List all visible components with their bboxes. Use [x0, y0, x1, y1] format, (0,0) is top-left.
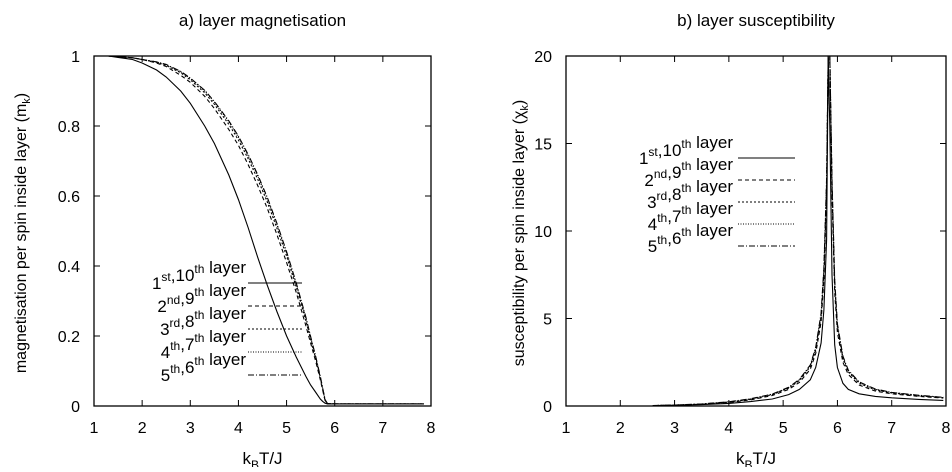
y-tick-label: 0 [543, 399, 552, 416]
series-line-1 [108, 56, 424, 405]
x-tick-label: 3 [186, 420, 195, 437]
legend-label: 5th,6th layer [161, 350, 247, 385]
series-line-3 [108, 56, 424, 405]
series-line-1 [652, 56, 944, 406]
x-tick-label: 1 [90, 420, 99, 437]
y-tick-label: 0 [71, 399, 80, 416]
chart-title: b) layer susceptibility [677, 11, 835, 30]
x-tick-label: 5 [282, 420, 291, 437]
x-axis-label: kBT/J [242, 449, 282, 467]
panel-a: a) layer magnetisation 1 2 3 4 5 6 7 8 0 0.2 0.4 0.6… [13, 11, 436, 472]
series-line-2 [108, 56, 424, 405]
legend-label: 4th,7th layer [161, 327, 247, 362]
y-tick-label: 1 [71, 49, 80, 66]
legend-label: 2nd,9th layer [157, 281, 246, 316]
x-tick-label: 8 [427, 420, 436, 437]
plot-frame [93, 55, 432, 407]
plot-frame [565, 55, 947, 407]
x-axis-label: kBT/J [736, 449, 776, 467]
y-axis-label: susceptibility per spin inside layer (χk… [511, 100, 531, 366]
x-tick-label: 3 [670, 420, 679, 437]
x-tick-label: 8 [942, 420, 951, 437]
series-line-4 [652, 56, 944, 406]
panel-b: b) layer susceptibility 1 2 3 4 5 6 7 8 0 5 10 15 20 k… [511, 11, 951, 472]
legend-label: 5th,6th layer [648, 221, 734, 256]
y-axis-label: magnetisation per spin inside layer (mk) [13, 93, 33, 373]
series-line-2 [652, 56, 944, 406]
x-tick-label: 4 [724, 420, 733, 437]
x-tick-label: 6 [330, 420, 339, 437]
series-line-5 [108, 56, 424, 405]
y-tick-label: 0.8 [58, 119, 80, 136]
series-line-5 [652, 56, 944, 406]
y-tick-label: 0.2 [58, 329, 80, 346]
x-tick-label: 2 [138, 420, 147, 437]
legend-label: 4th,7th layer [648, 199, 734, 234]
series-group [652, 56, 944, 406]
y-tick-label: 0.6 [58, 189, 80, 206]
chart-title: a) layer magnetisation [179, 11, 346, 30]
series-group [108, 56, 424, 405]
legend-label: 1st,10th layer [639, 133, 733, 168]
legend-label: 3rd,8th layer [160, 304, 246, 339]
y-tick-label: 20 [534, 49, 552, 66]
x-tick-label: 7 [887, 420, 896, 437]
x-tick-label: 5 [779, 420, 788, 437]
x-tick-label: 4 [234, 420, 243, 437]
x-tick-label: 6 [833, 420, 842, 437]
y-tick-label: 5 [543, 312, 552, 329]
y-tick-label: 0.4 [58, 259, 80, 276]
y-tick-label: 15 [534, 137, 552, 154]
legend-label: 2nd,9th layer [644, 155, 733, 190]
x-tick-label: 2 [616, 420, 625, 437]
legend-label: 3rd,8th layer [647, 177, 733, 212]
y-tick-label: 10 [534, 224, 552, 241]
legend-label: 1st,10th layer [152, 258, 246, 293]
x-tick-label: 7 [378, 420, 387, 437]
x-tick-label: 1 [562, 420, 571, 437]
